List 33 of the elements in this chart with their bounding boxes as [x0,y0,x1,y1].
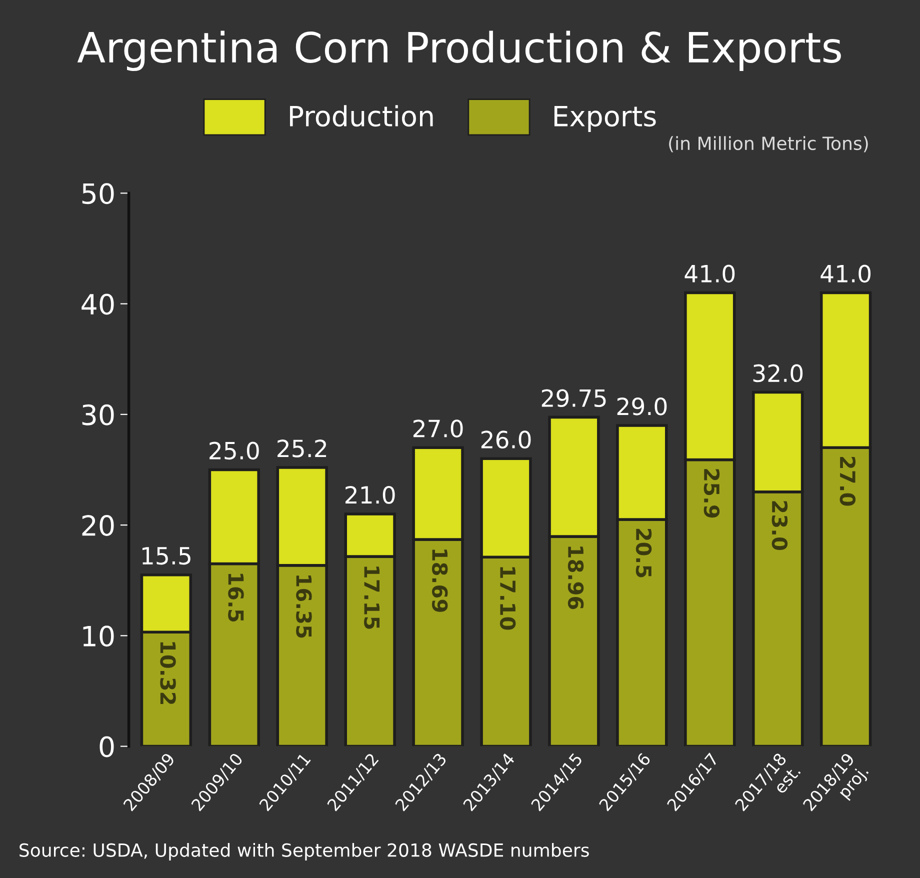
data-label: 16.35 [296,576,312,638]
total-label: 27.0 [413,420,463,438]
y-tick-label: 40 [82,294,114,315]
data-label: 17.10 [500,567,516,630]
data-label: 23.0 [772,501,788,550]
total-label: 26.0 [481,430,531,449]
data-label: 18.69 [432,550,448,612]
legend-label: Production [290,105,433,127]
data-label: 17.15 [364,566,380,629]
total-label: 29.0 [617,397,667,416]
y-tick-label: 30 [82,404,114,426]
chart-title: Argentina Corn Production & Exports [77,30,841,72]
y-tick-label: 0 [100,736,114,758]
total-label: 41.0 [684,264,735,283]
total-label: 21.0 [346,486,395,504]
y-tick-label: 10 [83,626,114,647]
data-label: 25.9 [704,469,720,518]
data-label: 18.96 [568,546,584,610]
data-label: 10.32 [160,642,176,704]
chart-subtitle: (in Million Metric Tons) [669,136,868,152]
total-label: 29.75 [542,389,606,408]
data-label: 16.5 [228,574,244,622]
y-tick-label: 50 [82,183,114,204]
source-note: Source: USDA, Updated with September 2018 WASDE numbers [20,842,589,860]
data-label: 20.5 [636,528,652,578]
total-label: 32.0 [753,364,803,382]
total-label: 25.2 [278,440,326,458]
data-label: 27.0 [840,456,856,506]
total-label: 25.0 [210,442,259,460]
total-label: 41.0 [820,264,871,283]
y-tick-label: 20 [82,514,114,536]
legend-label: Exports [554,106,656,132]
total-label: 15.5 [142,547,190,565]
